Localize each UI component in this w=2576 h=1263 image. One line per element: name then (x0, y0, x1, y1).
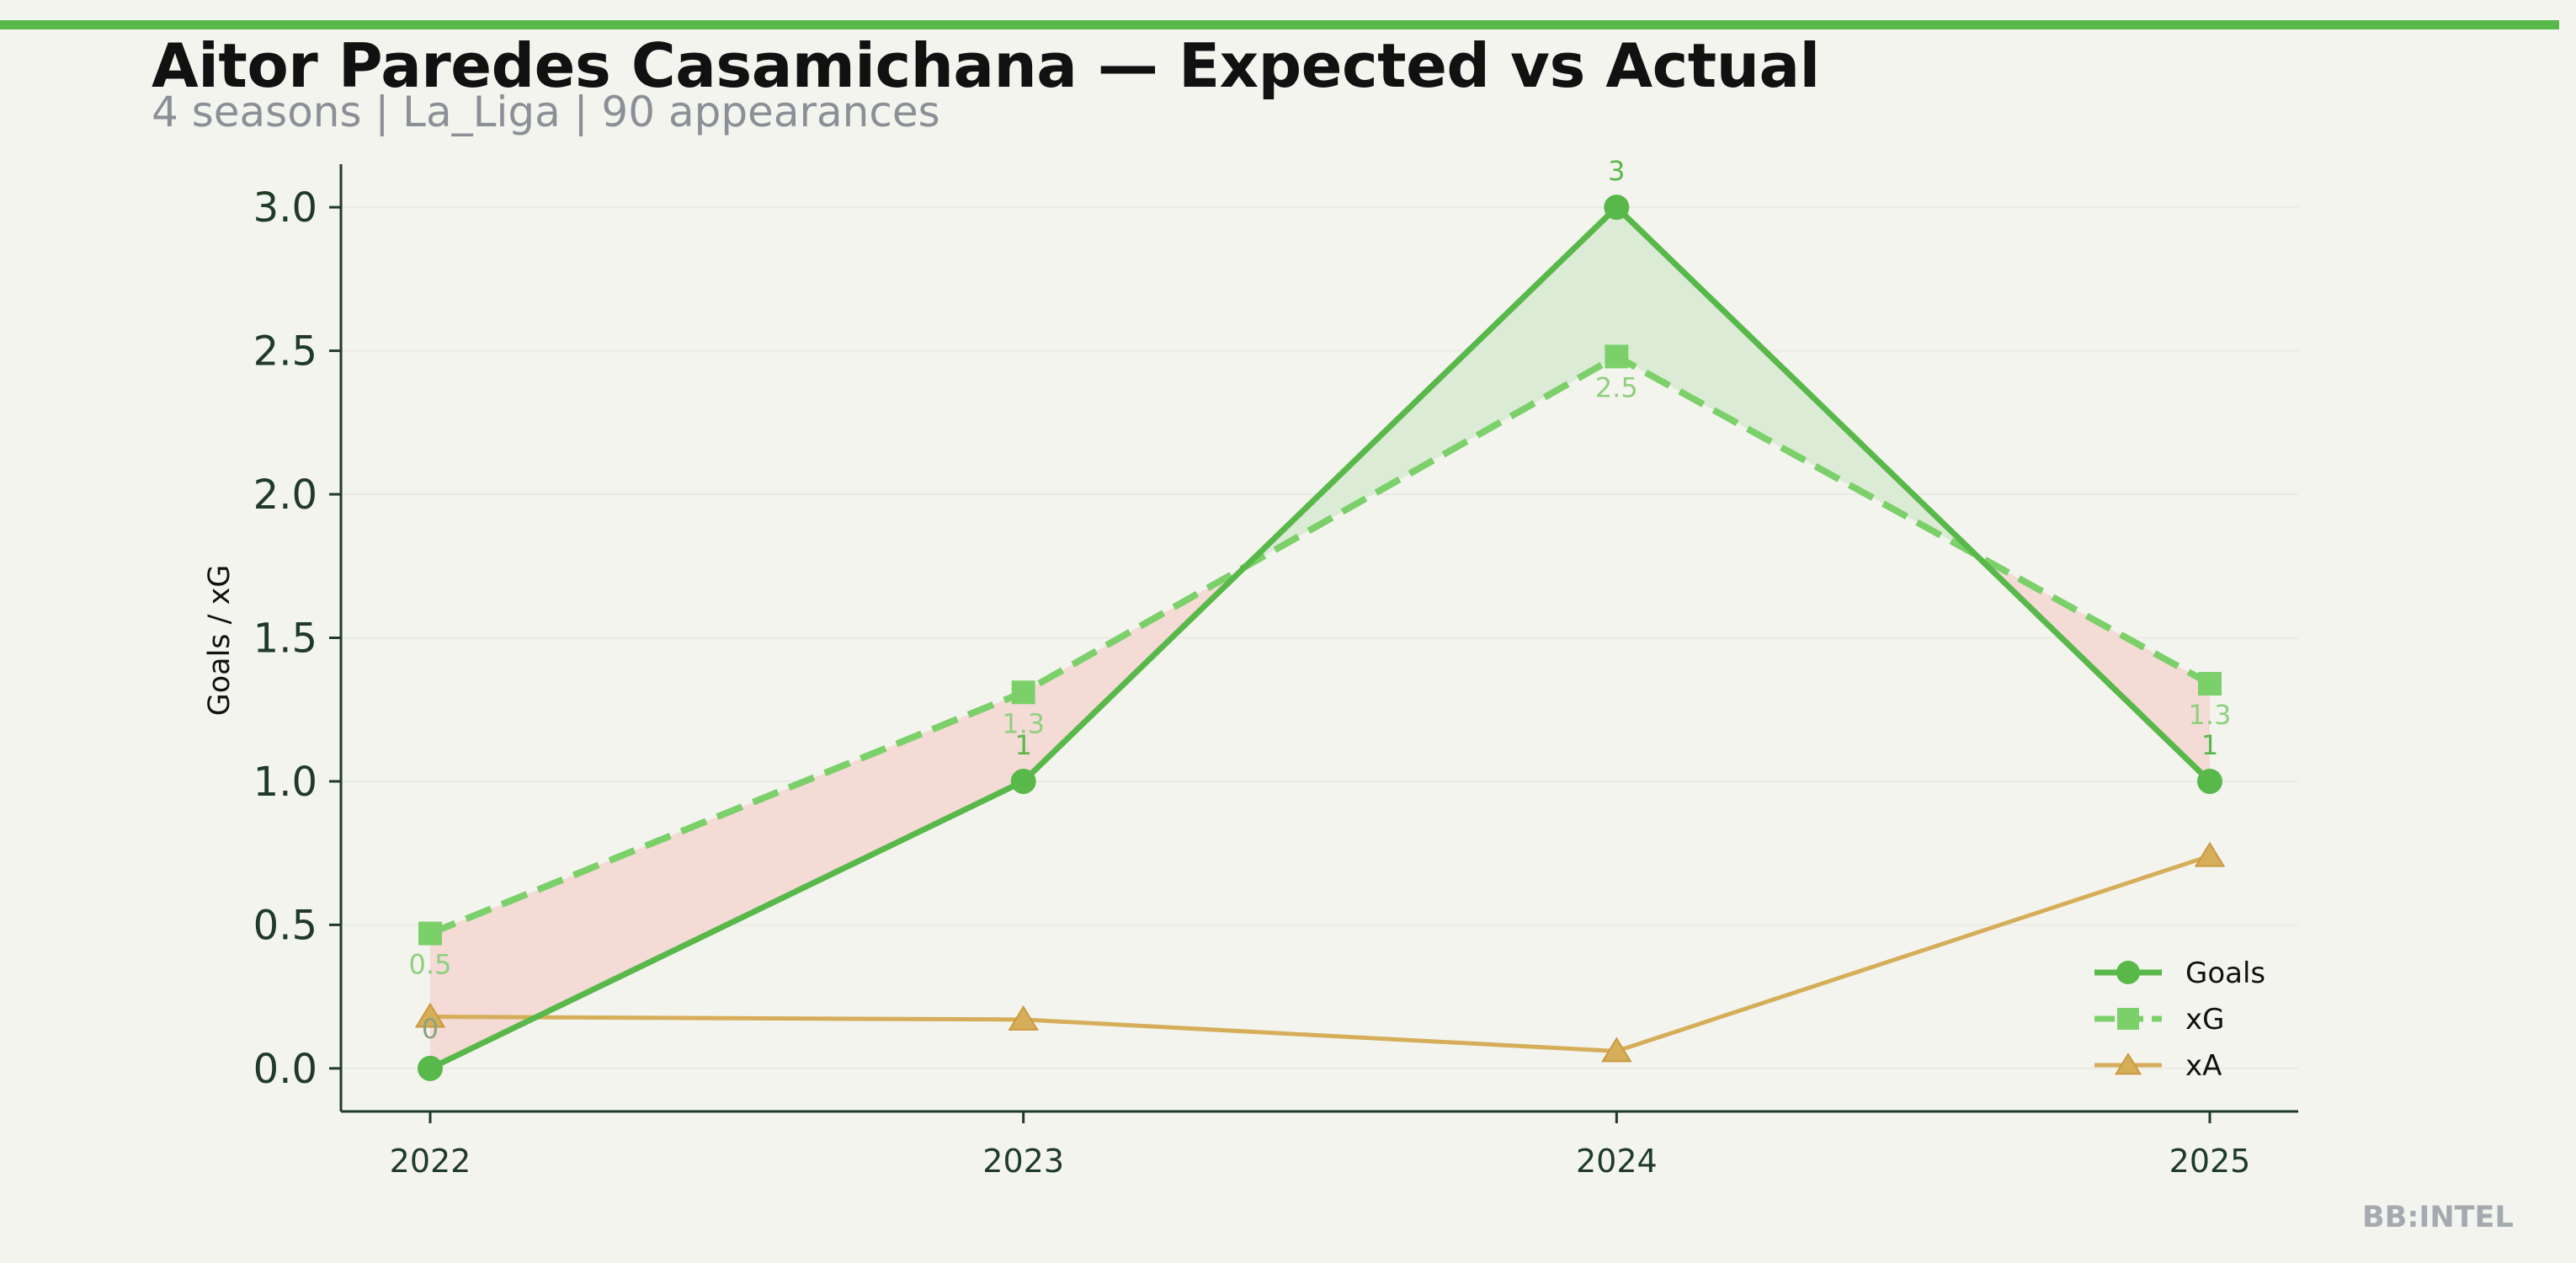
goals-data-label: 1 (1014, 729, 1031, 761)
x-tick-label: 2023 (982, 1143, 1064, 1180)
x-tick-label: 2025 (2169, 1143, 2251, 1180)
x-tick-label: 2022 (390, 1143, 471, 1180)
legend-label: Goals (2185, 957, 2265, 990)
xg-point (1011, 680, 1035, 705)
goals-point (418, 1055, 443, 1081)
accent-top-bar (0, 20, 2559, 29)
y-tick-label: 0.5 (253, 902, 317, 949)
goals-point (1604, 195, 1630, 221)
xg-data-label: 1.3 (2189, 699, 2232, 731)
goals-point (2197, 768, 2222, 794)
xg-data-label: 1.3 (1002, 707, 1045, 739)
xg-point (1605, 344, 1629, 369)
underperformance-fill (430, 692, 1024, 1068)
y-tick-label: 2.5 (253, 328, 317, 376)
xg-point (418, 921, 442, 946)
y-tick-label: 0.0 (253, 1046, 317, 1093)
legend-marker-triangle (2114, 1052, 2142, 1075)
xa-point (414, 1002, 446, 1028)
legend-label: xA (2185, 1049, 2222, 1083)
legend-marker-circle (2116, 961, 2140, 984)
y-tick-label: 1.0 (253, 759, 317, 806)
xg-data-label: 2.5 (1595, 371, 1638, 403)
watermark-logo: BB:INTEL (2362, 1201, 2514, 1234)
legend-marker-square (2117, 1008, 2139, 1030)
y-tick-label: 3.0 (253, 184, 317, 232)
x-tick-label: 2024 (1576, 1143, 1658, 1180)
y-tick-label: 1.5 (253, 616, 317, 663)
xa-point (2194, 841, 2226, 867)
goals-data-label: 3 (1608, 155, 1625, 187)
y-tick-label: 2.0 (253, 472, 317, 519)
xg-data-label: 0.5 (409, 949, 452, 981)
xa-point (1008, 1005, 1039, 1031)
legend-label: xG (2185, 1003, 2224, 1037)
y-axis-title: Goals / xG (203, 565, 237, 717)
chart-subtitle: 4 seasons | La_Liga | 90 appearances (152, 88, 940, 136)
xa-point (1601, 1037, 1632, 1063)
chart-title: Aitor Paredes Casamichana — Expected vs … (152, 30, 1820, 101)
goals-point (1010, 768, 1036, 794)
xa-series-line (429, 854, 2211, 1053)
xg-series-line (428, 352, 2211, 937)
xg-point (2198, 672, 2222, 696)
goals-data-label: 1 (2201, 729, 2218, 761)
goals-data-label: 0 (422, 1013, 439, 1045)
goals-series-line (428, 203, 2212, 1072)
